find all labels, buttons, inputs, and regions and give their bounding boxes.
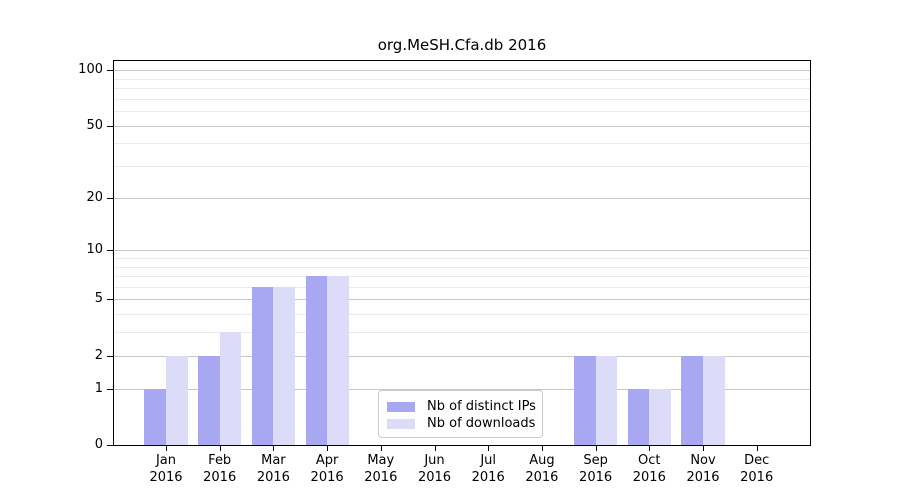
x-tick-label: Apr 2016 — [310, 453, 344, 485]
x-tick-label: Sep 2016 — [579, 453, 613, 485]
y-tick-mark — [107, 299, 113, 301]
x-tick-mark — [488, 446, 490, 451]
x-tick-label: Feb 2016 — [203, 453, 237, 485]
minor-gridline — [114, 87, 810, 89]
y-tick-mark — [107, 355, 113, 357]
y-tick-label: 20 — [86, 189, 103, 205]
x-tick-mark — [595, 446, 597, 451]
plot-border-top — [113, 60, 811, 61]
x-tick-mark — [380, 446, 382, 451]
x-tick-label: Oct 2016 — [632, 453, 666, 485]
bar-distinct-ips — [251, 286, 274, 445]
legend-label-downloads: Nb of downloads — [427, 415, 536, 431]
minor-gridline — [114, 257, 810, 259]
x-tick-label: Jun 2016 — [417, 453, 452, 485]
x-tick-mark — [273, 446, 275, 451]
minor-gridline — [114, 286, 810, 288]
y-tick-label: 5 — [94, 291, 103, 307]
y-tick-label: 10 — [86, 242, 103, 258]
major-gridline — [114, 250, 810, 252]
x-tick-mark — [541, 446, 543, 451]
major-gridline — [114, 388, 810, 390]
x-tick-mark — [327, 446, 329, 451]
minor-gridline — [114, 78, 810, 80]
y-tick-label: 100 — [78, 62, 103, 77]
y-tick-label: 50 — [86, 117, 103, 133]
y-tick-mark — [107, 125, 113, 127]
minor-gridline — [114, 332, 810, 334]
legend-swatch-distinct-ips-icon — [387, 401, 415, 412]
minor-gridline — [114, 166, 810, 167]
minor-gridline — [114, 314, 810, 316]
x-tick-mark — [649, 446, 651, 451]
major-gridline — [114, 197, 810, 199]
x-tick-label: Jul 2016 — [471, 453, 505, 485]
x-tick-mark — [219, 446, 221, 451]
bar-downloads — [273, 286, 295, 445]
x-tick-label: Nov 2016 — [686, 453, 720, 485]
chart-title: org.MeSH.Cfa.db 2016 — [377, 36, 547, 54]
x-tick-mark — [756, 446, 758, 451]
bar-distinct-ips — [305, 276, 328, 445]
y-tick-mark — [107, 445, 113, 446]
bar-distinct-ips — [627, 388, 650, 445]
bar-downloads — [219, 332, 242, 445]
major-gridline — [114, 70, 810, 71]
minor-gridline — [114, 143, 810, 145]
legend-item-downloads: Nb of downloads — [387, 415, 542, 432]
x-tick-label: Dec 2016 — [740, 453, 774, 485]
x-axis-line — [113, 445, 811, 446]
bar-downloads — [327, 276, 349, 445]
minor-gridline — [114, 266, 810, 268]
major-gridline — [114, 125, 810, 127]
x-tick-label: May 2016 — [364, 453, 398, 485]
x-tick-mark — [703, 446, 704, 451]
bar-downloads — [703, 355, 725, 445]
legend-item-distinct-ips: Nb of distinct IPs — [387, 398, 542, 415]
plot-area — [114, 61, 810, 445]
x-tick-label: Mar 2016 — [256, 453, 290, 485]
y-tick-label: 1 — [94, 380, 103, 396]
bar-downloads — [166, 355, 188, 445]
legend: Nb of distinct IPs Nb of downloads — [378, 390, 543, 438]
legend-label-distinct-ips: Nb of distinct IPs — [427, 398, 536, 414]
major-gridline — [114, 355, 810, 357]
bar-distinct-ips — [681, 355, 703, 445]
x-tick-mark — [434, 446, 436, 451]
y-tick-mark — [107, 388, 113, 390]
y-tick-label: 2 — [94, 347, 103, 363]
y-tick-mark — [107, 70, 113, 71]
x-tick-label: Aug 2016 — [525, 453, 559, 485]
minor-gridline — [114, 276, 810, 277]
legend-swatch-downloads-icon — [387, 418, 415, 429]
minor-gridline — [114, 98, 810, 100]
x-tick-label: Jan 2016 — [149, 453, 183, 485]
minor-gridline — [114, 111, 810, 112]
x-tick-mark — [166, 446, 167, 451]
bar-distinct-ips — [574, 355, 596, 445]
bar-downloads — [649, 388, 671, 445]
bar-distinct-ips — [198, 355, 220, 445]
y-tick-mark — [107, 250, 113, 252]
y-tick-label: 0 — [94, 437, 103, 452]
plot-border-right — [810, 60, 811, 446]
major-gridline — [114, 299, 810, 301]
bar-distinct-ips — [144, 388, 166, 445]
bar-downloads — [595, 355, 618, 445]
y-axis-line — [113, 60, 114, 446]
y-tick-mark — [107, 197, 113, 199]
